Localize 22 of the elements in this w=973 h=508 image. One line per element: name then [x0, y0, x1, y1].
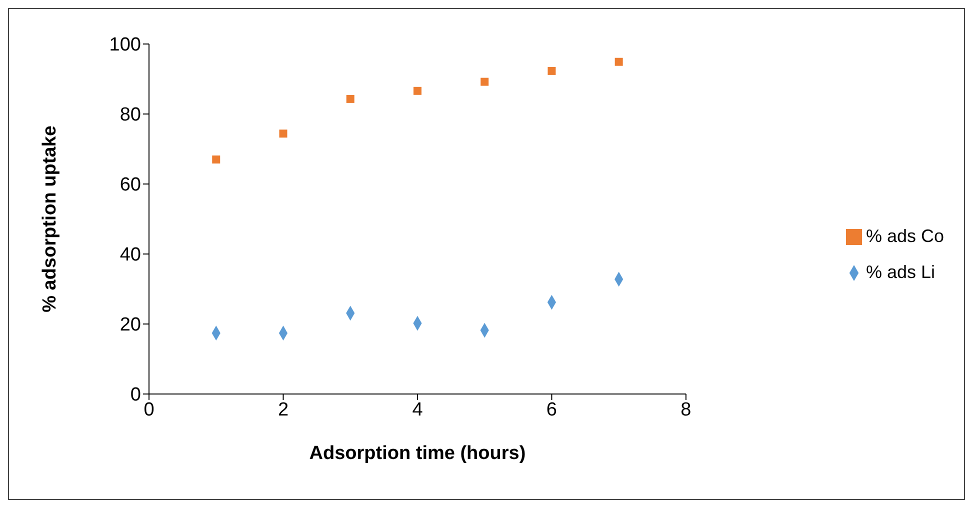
point — [279, 130, 288, 138]
legend-label: % ads Co — [866, 226, 944, 246]
y-tick-label: 100 — [109, 34, 141, 56]
point — [413, 86, 422, 95]
x-tick-label: 2 — [278, 399, 289, 420]
y-tick-label: 0 — [130, 384, 141, 406]
point — [548, 66, 556, 75]
x-tick-label: 8 — [680, 399, 692, 420]
y-tick-label: 60 — [120, 174, 141, 196]
point — [614, 58, 623, 66]
point — [346, 94, 354, 103]
y-tick-label: 40 — [120, 244, 141, 266]
x-tick-label: 4 — [412, 399, 424, 420]
legend-label: % ads Li — [866, 262, 935, 282]
point — [480, 78, 489, 86]
y-tick-label: 20 — [120, 314, 141, 336]
x-tick-label: 0 — [144, 399, 154, 420]
point — [212, 156, 220, 164]
x-tick-label: 6 — [546, 399, 558, 420]
x-axis-title: Adsorption time (hours) — [309, 443, 526, 464]
y-tick-label: 80 — [120, 104, 141, 126]
y-axis-title: % adsorption uptake — [40, 126, 61, 312]
